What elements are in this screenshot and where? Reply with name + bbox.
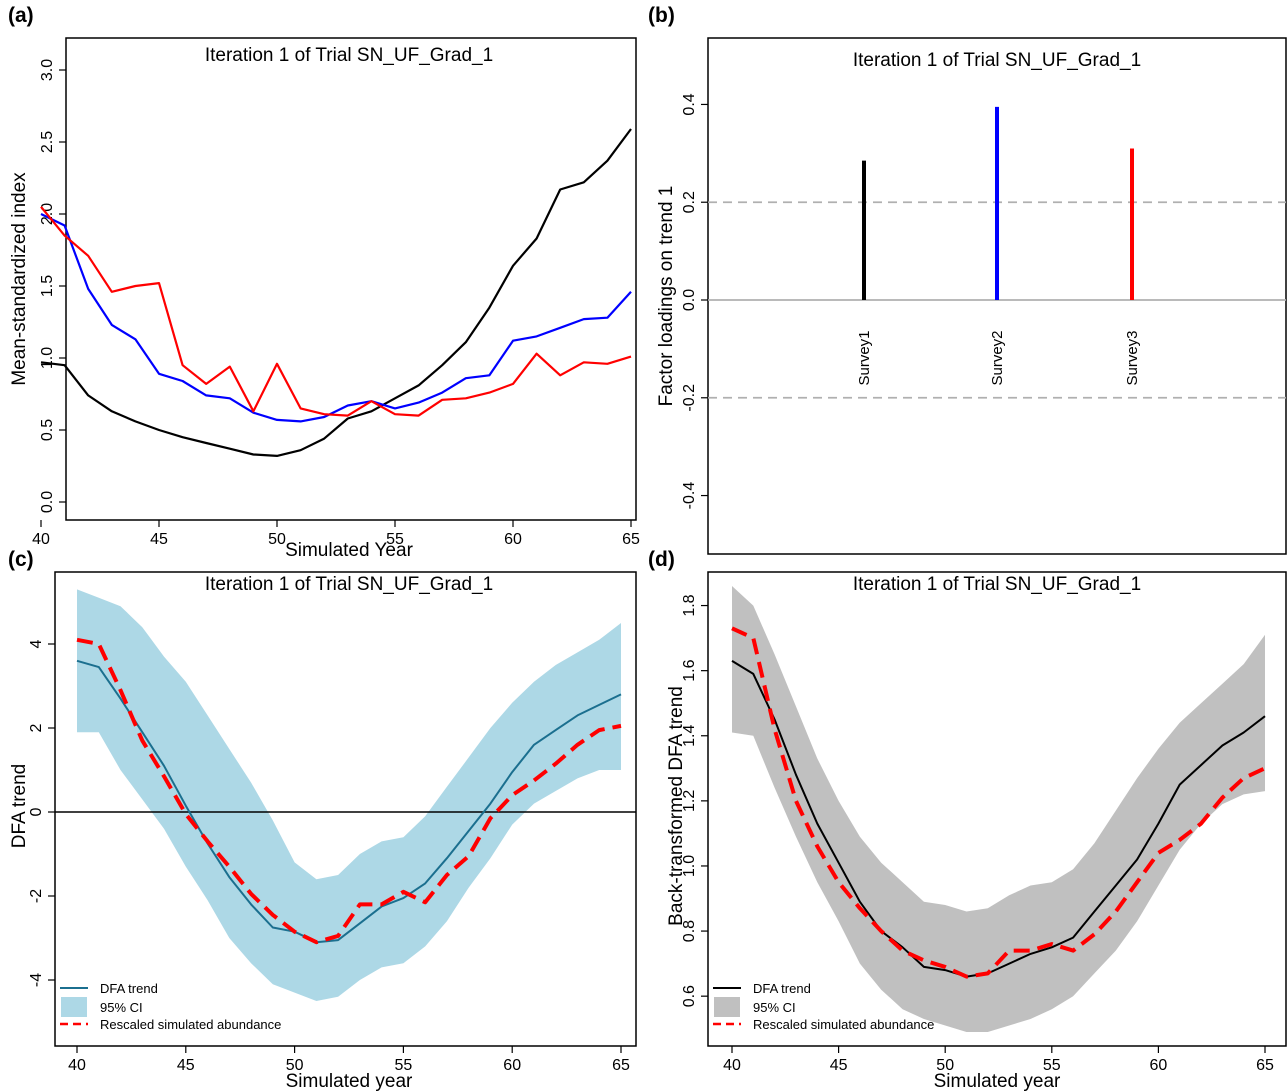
panel-d: (d) Iteration 1 of Trial SN_UF_Grad_1 Back…: [648, 548, 1287, 1092]
y-tick-label: 0.8: [681, 920, 698, 942]
series-line-1: [40, 128, 632, 457]
x-tick-label: 60: [504, 531, 522, 548]
y-tick-label: 1.4: [681, 725, 698, 747]
plot-frame: [54, 571, 637, 1047]
y-tick-label: -4: [28, 973, 45, 987]
y-axis-label: DFA trend: [9, 764, 30, 849]
x-axis-label: Simulated year: [934, 1071, 1061, 1092]
y-tick-label: 0.4: [681, 93, 698, 115]
x-tick-label: 55: [395, 1057, 413, 1074]
y-tick-label: 0: [28, 807, 45, 816]
legend-label: 95% CI: [753, 1000, 796, 1015]
y-tick-label: 0.5: [39, 419, 56, 441]
y-tick-label: 1.5: [39, 275, 56, 297]
x-tick-label: 55: [1043, 1057, 1061, 1074]
abundance-line: [731, 626, 1266, 979]
y-tick-label: 1.8: [681, 594, 698, 616]
y-axis-label: Back-transformed DFA trend: [666, 686, 687, 926]
plot-frame: [707, 37, 1287, 555]
category-label: Survey3: [1124, 330, 1141, 385]
category-label: Survey1: [856, 330, 873, 385]
y-tick-label: -0.4: [681, 482, 698, 510]
y-tick-label: 1.2: [681, 790, 698, 812]
y-tick-label: -0.2: [681, 384, 698, 412]
panel-label: (c): [8, 548, 34, 571]
legend: DFA trend 95% CI Rescaled simulated abunda…: [713, 981, 934, 1032]
y-tick-label: 0.6: [681, 985, 698, 1007]
x-axis-label: Simulated year: [286, 1071, 413, 1092]
dfa-trend-line: [76, 659, 622, 944]
y-tick-label: -2: [28, 889, 45, 903]
x-tick-label: 40: [723, 1057, 741, 1074]
series-line-2: [40, 213, 632, 423]
plot-frame: [65, 37, 637, 521]
x-tick-label: 65: [612, 1057, 630, 1074]
panel-c: (c) Iteration 1 of Trial SN_UF_Grad_1 DFA …: [8, 548, 637, 1092]
chart-title: Iteration 1 of Trial SN_UF_Grad_1: [205, 45, 493, 66]
y-tick-label: 2: [28, 723, 45, 732]
x-axis-label: Simulated Year: [285, 540, 413, 561]
panel-label: (b): [648, 4, 675, 27]
y-tick-label: 2.5: [39, 131, 56, 153]
legend-swatch-ci: [61, 997, 87, 1017]
ci-band: [77, 589, 621, 1001]
legend-swatch-ci: [714, 997, 740, 1017]
x-tick-label: 45: [177, 1057, 195, 1074]
x-tick-label: 60: [503, 1057, 521, 1074]
x-tick-label: 50: [936, 1057, 954, 1074]
x-tick-label: 50: [268, 531, 286, 548]
y-tick-label: 0.2: [681, 191, 698, 213]
ci-band: [732, 586, 1265, 1032]
y-axis-label: Factor loadings on trend 1: [656, 186, 677, 407]
y-tick-label: 1.0: [39, 347, 56, 369]
legend-label: Rescaled simulated abundance: [100, 1017, 281, 1032]
panel-label: (a): [8, 4, 34, 27]
x-tick-label: 40: [68, 1057, 86, 1074]
legend-label: DFA trend: [753, 981, 811, 996]
y-tick-label: 0.0: [681, 289, 698, 311]
x-tick-label: 45: [830, 1057, 848, 1074]
legend-label: 95% CI: [100, 1000, 143, 1015]
x-tick-label: 65: [1256, 1057, 1274, 1074]
series-line-3: [40, 206, 632, 417]
y-tick-label: 1.0: [681, 855, 698, 877]
y-tick-label: 0.0: [39, 491, 56, 513]
legend-label: Rescaled simulated abundance: [753, 1017, 934, 1032]
y-axis-label: Mean-standardized index: [9, 172, 30, 386]
panel-b: (b) Iteration 1 of Trial SN_UF_Grad_1 Fact…: [648, 4, 1287, 555]
panel-a: (a) Iteration 1 of Trial SN_UF_Grad_1 Mean…: [8, 4, 640, 561]
legend-label: DFA trend: [100, 981, 158, 996]
y-tick-label: 3.0: [39, 59, 56, 81]
x-tick-label: 60: [1150, 1057, 1168, 1074]
x-tick-label: 50: [286, 1057, 304, 1074]
chart-title: Iteration 1 of Trial SN_UF_Grad_1: [853, 50, 1141, 71]
abundance-line: [76, 637, 622, 945]
chart-title: Iteration 1 of Trial SN_UF_Grad_1: [205, 574, 493, 595]
x-tick-label: 40: [32, 531, 50, 548]
x-tick-label: 55: [386, 531, 404, 548]
legend: DFA trend 95% CI Rescaled simulated abunda…: [60, 981, 281, 1032]
plot-frame: [707, 571, 1287, 1047]
x-tick-label: 45: [150, 531, 168, 548]
y-tick-label: 4: [28, 639, 45, 648]
x-tick-label: 65: [622, 531, 640, 548]
chart-title: Iteration 1 of Trial SN_UF_Grad_1: [853, 574, 1141, 595]
dfa-trend-line: [731, 660, 1266, 978]
y-tick-label: 1.6: [681, 659, 698, 681]
category-label: Survey2: [989, 330, 1006, 385]
panel-label: (d): [648, 548, 675, 571]
